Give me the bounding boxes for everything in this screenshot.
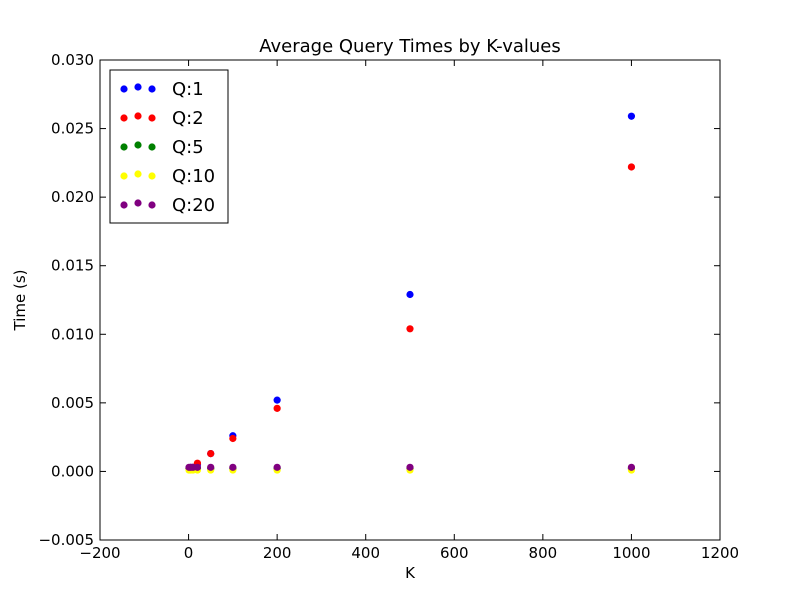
x-tick-label: 800	[529, 544, 558, 562]
legend-marker	[134, 112, 142, 120]
data-point	[627, 163, 636, 171]
legend-item: Q:1	[120, 79, 204, 100]
legend-label: Q:20	[172, 195, 215, 216]
y-tick-label: 0.020	[51, 188, 94, 206]
legend-label: Q:10	[172, 166, 215, 187]
legend-marker	[148, 114, 156, 122]
legend-item: Q:2	[120, 108, 204, 129]
data-point	[406, 463, 414, 471]
y-tick-label: −0.005	[38, 531, 94, 549]
legend-item: Q:20	[120, 195, 215, 216]
y-tick-label: 0.025	[51, 120, 94, 138]
data-point	[193, 463, 202, 471]
y-axis-label: Time (s)	[11, 270, 29, 332]
data-point	[229, 434, 237, 443]
x-tick-label: 0	[184, 544, 194, 562]
legend-marker	[120, 201, 128, 209]
legend-marker	[148, 172, 156, 180]
legend-marker	[134, 141, 142, 149]
legend-label: Q:2	[172, 108, 204, 129]
legend-label: Q:5	[172, 137, 204, 158]
data-point	[406, 325, 414, 333]
legend-marker	[120, 85, 128, 93]
axis-ticks	[99, 59, 721, 541]
legend-marker	[120, 143, 128, 151]
x-axis-label: K	[405, 564, 416, 582]
legend-marker	[134, 199, 142, 207]
legend: Q:1 Q:2 Q:5 Q:10 Q:20	[109, 69, 229, 224]
data-point	[207, 463, 215, 471]
data-point	[229, 463, 237, 471]
data-point	[273, 396, 281, 404]
x-tick-label: −200	[79, 544, 120, 562]
legend-item: Q:5	[120, 137, 204, 158]
tick-labels: −200 0 200 400 600 800 1000 1200 −0.005 0.000 0.00…	[38, 51, 739, 562]
series-5	[185, 463, 636, 471]
x-tick-label: 1000	[612, 544, 650, 562]
y-tick-label: 0.015	[51, 257, 94, 275]
y-tick-label: 0.000	[51, 462, 94, 480]
data-point	[207, 450, 215, 458]
legend-marker	[148, 201, 156, 209]
legend-item: Q:10	[120, 166, 215, 187]
legend-marker	[120, 172, 128, 180]
data-point	[406, 290, 414, 299]
x-tick-label: 1200	[701, 544, 739, 562]
data-point	[627, 112, 636, 120]
legend-marker	[134, 83, 142, 91]
legend-marker	[148, 85, 156, 93]
legend-label: Q:1	[172, 79, 204, 100]
y-tick-label: 0.030	[51, 51, 94, 69]
x-tick-label: 400	[351, 544, 380, 562]
y-tick-label: 0.005	[51, 394, 94, 412]
legend-frame	[109, 69, 229, 224]
chart-title: Average Query Times by K-values	[259, 36, 560, 57]
data-point	[273, 404, 281, 412]
legend-marker	[120, 114, 128, 122]
legend-marker	[148, 143, 156, 151]
data-point	[273, 463, 281, 471]
x-tick-label: 200	[263, 544, 292, 562]
y-tick-label: 0.010	[51, 325, 94, 343]
x-tick-label: 600	[440, 544, 469, 562]
data-points	[185, 112, 636, 474]
legend-marker	[134, 170, 142, 178]
data-point	[627, 463, 636, 471]
